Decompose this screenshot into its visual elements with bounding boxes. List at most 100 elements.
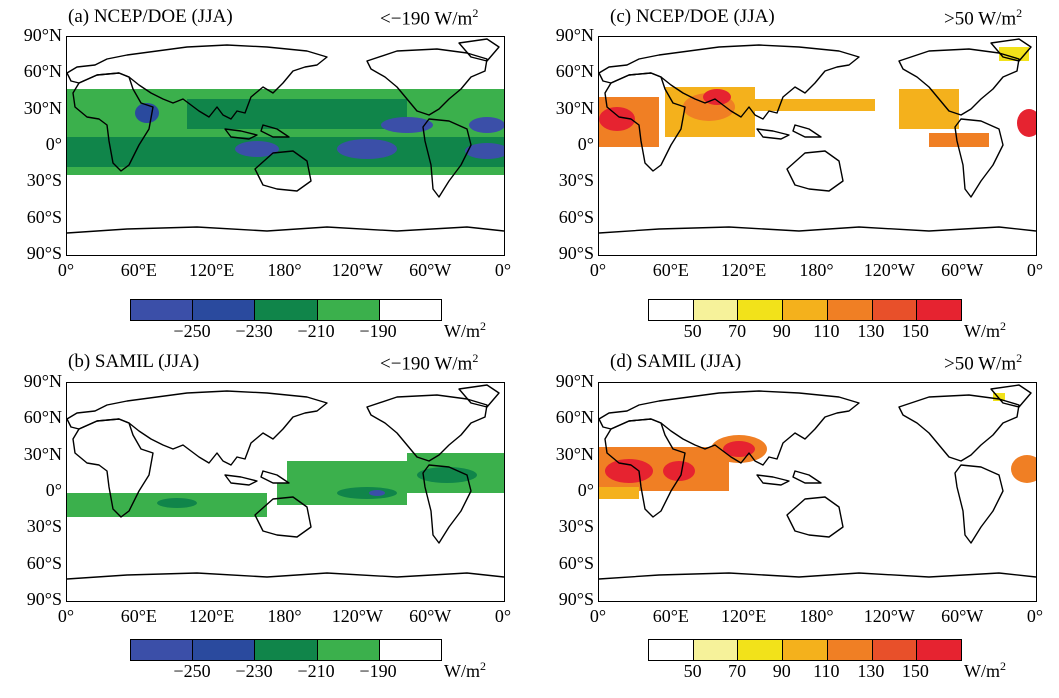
latitude-tick-label: 60°S <box>558 552 594 573</box>
colorbar-swatch <box>917 300 962 320</box>
latitude-tick-label: 90°S <box>26 243 62 263</box>
colorbar-tick-label: −210 <box>297 321 335 341</box>
colorbar-swatch <box>783 640 828 660</box>
colorbar-tick-label: −230 <box>235 661 273 681</box>
panel-title: (b) SAMIL (JJA) <box>68 351 200 372</box>
longitude-tick-label: 0° <box>57 606 75 626</box>
colorbar-swatch <box>693 300 739 320</box>
latitude-tick-label: 60°N <box>555 407 594 428</box>
longitude-tick-label: 120°E <box>721 606 767 626</box>
latitude-tick-label: 30°N <box>555 97 594 118</box>
world-map <box>66 382 505 602</box>
longitude-tick-label: 180° <box>799 260 834 280</box>
latitude-tick-label: 30°S <box>558 170 594 191</box>
longitude-tick-label: 120°W <box>863 260 915 280</box>
longitude-tick-label: 60°W <box>409 606 452 626</box>
panel-title: (a) NCEP/DOE (JJA) <box>68 6 233 27</box>
colorbar-tick-label: 150 <box>901 661 929 681</box>
colorbar-tick-label: −250 <box>173 661 211 681</box>
latitude-tick-label: 90°N <box>23 25 62 45</box>
colorbar-unit: W/m2 <box>964 659 1006 681</box>
latitude-tick-label: 90°S <box>558 243 594 263</box>
colorbar-swatch <box>827 300 873 320</box>
world-map <box>598 36 1037 256</box>
panel-threshold: >50 W/m2 <box>944 351 1023 375</box>
colorbar-tick-label: −190 <box>359 321 397 341</box>
longitude-tick-label: 60°W <box>409 260 452 280</box>
colorbar <box>130 299 442 321</box>
longitude-tick-label: 60°E <box>652 260 689 280</box>
latitude-tick-label: 90°S <box>26 589 62 609</box>
longitude-tick-label: 60°W <box>941 606 984 626</box>
colorbar-unit: W/m2 <box>444 319 486 341</box>
longitude-tick-label: 60°E <box>120 606 157 626</box>
colorbar-swatch <box>131 300 194 320</box>
colorbar-unit: W/m2 <box>964 319 1006 341</box>
latitude-tick-label: 90°N <box>23 371 62 391</box>
longitude-tick-label: 60°E <box>652 606 689 626</box>
latitude-tick-label: 60°N <box>555 61 594 82</box>
latitude-tick-label: 30°N <box>23 97 62 118</box>
latitude-tick-label: 30°S <box>26 170 62 191</box>
panel-threshold: >50 W/m2 <box>944 6 1023 30</box>
map-panel-a: (a) NCEP/DOE (JJA) <−190 W/m2 90°N 60°N 30… <box>0 0 530 345</box>
colorbar-swatch <box>317 640 380 660</box>
latitude-tick-label: 0° <box>577 480 594 500</box>
panel-title: (c) NCEP/DOE (JJA) <box>610 6 775 27</box>
colorbar-tick-label: −250 <box>173 321 211 341</box>
colorbar-swatch <box>649 640 694 660</box>
colorbar-tick-label: −210 <box>297 661 335 681</box>
colorbar-swatch <box>317 300 380 320</box>
colorbar-swatch <box>827 640 873 660</box>
longitude-tick-label: 0° <box>1026 260 1044 280</box>
latitude-tick-label: 90°S <box>558 589 594 609</box>
colorbar-tick-label: 90 <box>772 321 791 341</box>
longitude-tick-label: 120°W <box>863 606 915 626</box>
world-map <box>598 382 1037 602</box>
panel-threshold: <−190 W/m2 <box>380 351 479 375</box>
longitude-tick-label: 60°E <box>120 260 157 280</box>
colorbar-tick-label: 130 <box>857 321 885 341</box>
latitude-tick-label: 30°N <box>555 443 594 464</box>
colorbar-swatch <box>872 300 918 320</box>
colorbar-swatch <box>193 300 256 320</box>
longitude-tick-label: 60°W <box>941 260 984 280</box>
latitude-tick-label: 30°S <box>26 516 62 537</box>
latitude-tick-label: 0° <box>45 134 62 154</box>
colorbar-tick-label: 50 <box>683 661 702 681</box>
longitude-tick-label: 180° <box>267 606 302 626</box>
colorbar-tick-label: 70 <box>728 321 747 341</box>
colorbar-tick-label: 70 <box>728 661 747 681</box>
latitude-tick-label: 60°N <box>23 407 62 428</box>
longitude-tick-label: 120°W <box>331 260 383 280</box>
map-panel-b: (b) SAMIL (JJA) <−190 W/m2 90°N 60°N 30°N 0… <box>0 345 530 698</box>
latitude-tick-label: 60°S <box>558 206 594 227</box>
colorbar-swatch <box>872 640 918 660</box>
colorbar-swatch <box>255 640 318 660</box>
world-map <box>66 36 505 256</box>
latitude-tick-label: 90°N <box>555 25 594 45</box>
latitude-tick-label: 60°S <box>26 206 62 227</box>
colorbar-swatch <box>193 640 256 660</box>
colorbar-swatch <box>649 300 694 320</box>
longitude-tick-label: 0° <box>1026 606 1044 626</box>
colorbar-swatch <box>131 640 194 660</box>
colorbar-swatch <box>379 640 442 660</box>
latitude-tick-label: 30°S <box>558 516 594 537</box>
colorbar-swatch <box>379 300 442 320</box>
longitude-tick-label: 180° <box>267 260 302 280</box>
colorbar-swatch <box>255 300 318 320</box>
map-panel-c: (c) NCEP/DOE (JJA) >50 W/m2 90°N 60°N 30°N… <box>530 0 1059 345</box>
colorbar <box>648 299 962 321</box>
colorbar-tick-label: 130 <box>857 661 885 681</box>
latitude-tick-label: 0° <box>45 480 62 500</box>
longitude-tick-label: 120°W <box>331 606 383 626</box>
colorbar-tick-label: 110 <box>813 661 840 681</box>
colorbar-tick-label: −230 <box>235 321 273 341</box>
longitude-tick-label: 0° <box>589 606 607 626</box>
colorbar-swatch <box>693 640 739 660</box>
colorbar-tick-label: 110 <box>813 321 840 341</box>
colorbar <box>130 639 442 661</box>
longitude-tick-label: 0° <box>494 260 512 280</box>
longitude-tick-label: 120°E <box>189 606 235 626</box>
